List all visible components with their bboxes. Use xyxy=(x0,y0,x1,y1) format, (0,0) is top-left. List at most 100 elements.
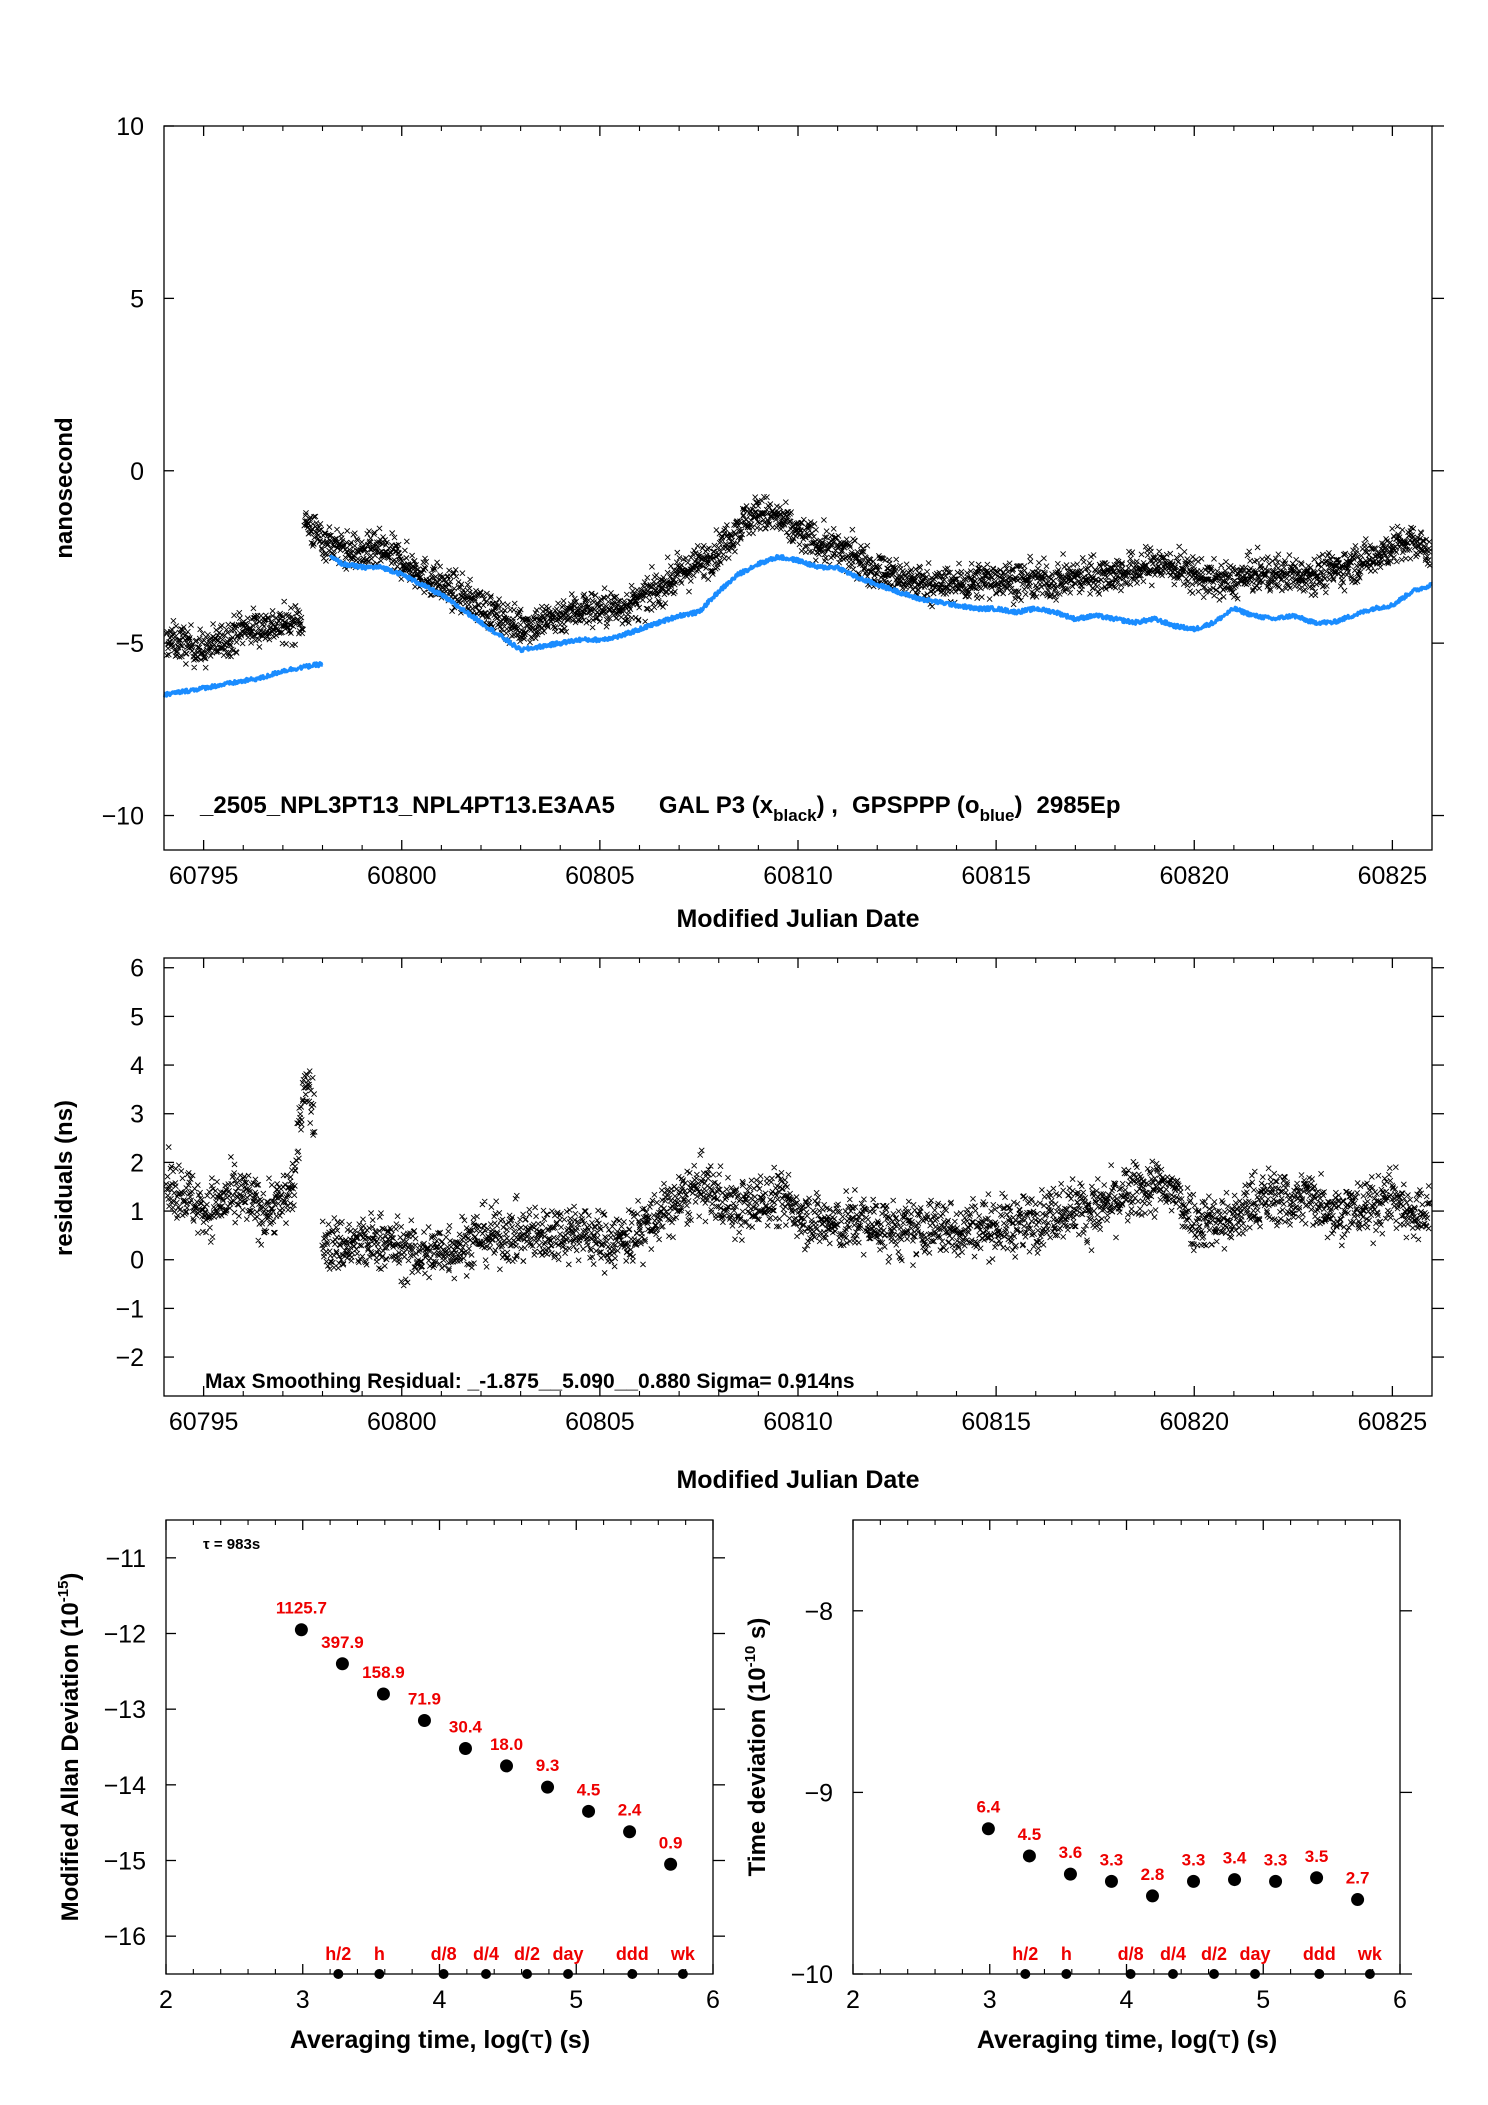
residuals-y-tick-label: 1 xyxy=(130,1198,144,1226)
time-deviation-point xyxy=(1228,1873,1242,1887)
time-deviation-interval-label: d/8 xyxy=(1118,1944,1144,1964)
residuals-y-tick-label: 5 xyxy=(130,1003,144,1031)
allan-deviation-x-tick-label: 2 xyxy=(159,1986,173,2014)
time-deviation-point xyxy=(981,1822,995,1836)
time-comparison-y-tick-label: 5 xyxy=(130,285,144,313)
residuals-y-tick-label: 3 xyxy=(130,1101,144,1129)
time-deviation-point xyxy=(1187,1874,1201,1888)
legend-gps-prefix: GPSPPP (o xyxy=(852,792,980,819)
time-comparison-x-tick-label: 60805 xyxy=(565,862,635,890)
allan-deviation-interval-marker xyxy=(438,1969,449,1979)
allan-deviation-interval-label: ddd xyxy=(616,1944,649,1964)
allan-deviation-y-tick-label: −13 xyxy=(104,1696,146,1724)
time-comparison-x-axis-label: Modified Julian Date xyxy=(676,905,919,933)
residuals-series xyxy=(163,1068,1433,1289)
allan-deviation-point-label: 0.9 xyxy=(659,1833,683,1852)
legend-gps-suffix: ) xyxy=(1015,792,1023,819)
allan-deviation-point xyxy=(541,1780,555,1794)
allan-deviation-point-label: 71.9 xyxy=(408,1690,441,1709)
time-deviation-interval-label: day xyxy=(1240,1944,1271,1964)
time-deviation-interval-marker xyxy=(1061,1969,1072,1979)
allan-deviation-point xyxy=(582,1804,596,1818)
allan-deviation-y-axis-label: Modified Allan Deviation (10-15) xyxy=(55,1573,84,1922)
allan-deviation-point-label: 18.0 xyxy=(490,1735,523,1754)
allan-deviation-point-label: 9.3 xyxy=(536,1756,560,1775)
residuals-x-tick-label: 60805 xyxy=(565,1408,635,1436)
tdev-x-label-prefix: Averaging time, log( xyxy=(977,2026,1217,2054)
time-deviation-point-label: 4.5 xyxy=(1018,1825,1042,1844)
time-comparison-y-tick-label: −5 xyxy=(115,630,144,658)
time-deviation-interval-marker xyxy=(1167,1969,1178,1979)
time-comparison-x-tick-label: 60795 xyxy=(169,862,239,890)
time-deviation-interval-label: h/2 xyxy=(1012,1944,1038,1964)
time-deviation-panel: 2 3 4 5 6 −8 −9 −10 6.4 4.5 3.6 3.3 2.8 3.3 3.4 3.3 3.5… xyxy=(742,1519,1412,2054)
allan-deviation-points: 1125.7 397.9 158.971.9 30.4 18.0 9.3 4.5 2.4 0.9… xyxy=(276,1599,696,1979)
time-deviation-interval-marker xyxy=(1364,1969,1375,1979)
allan-y-label-base: Modified Allan Deviation (10 xyxy=(57,1602,84,1921)
gal-p3-scatter-segment-1 xyxy=(163,598,306,671)
residuals-y-tick-label: −1 xyxy=(115,1295,144,1323)
time-deviation-interval-marker xyxy=(1125,1969,1136,1979)
allan-deviation-interval-marker xyxy=(333,1969,344,1979)
time-deviation-y-tick-label: −9 xyxy=(804,1779,833,1807)
allan-deviation-point-label: 4.5 xyxy=(577,1780,601,1799)
time-comparison-x-tick-label: 60810 xyxy=(763,862,833,890)
allan-deviation-axes: 2 3 4 5 6 −11 −12 −13 −14 −15 −16 xyxy=(104,1520,725,2014)
residuals-x-tick-label: 60825 xyxy=(1358,1408,1428,1436)
residuals-x-axis-label: Modified Julian Date xyxy=(676,1466,919,1494)
time-deviation-y-tick-label: −10 xyxy=(791,1961,833,1989)
allan-deviation-point xyxy=(623,1825,637,1839)
time-deviation-point xyxy=(1310,1871,1324,1885)
allan-deviation-y-tick-label: −14 xyxy=(104,1772,147,1800)
residuals-panel: 60795 60800 60805 60810 60815 60820 60825 6 5 4 3 2… xyxy=(51,955,1444,1494)
time-deviation-point-label: 3.3 xyxy=(1100,1850,1124,1869)
tdev-y-label-exponent: -10 xyxy=(742,1646,759,1668)
time-deviation-interval-label: ddd xyxy=(1303,1944,1336,1964)
residuals-y-tick-label: −2 xyxy=(115,1344,144,1372)
allan-deviation-interval-label: h/2 xyxy=(325,1944,351,1964)
time-comparison-y-tick-label: 0 xyxy=(130,458,144,486)
allan-deviation-point xyxy=(417,1714,431,1728)
residuals-y-tick-label: 4 xyxy=(130,1052,144,1080)
allan-deviation-interval-marker xyxy=(374,1969,385,1979)
tdev-x-label-suffix: ) (s) xyxy=(1231,2026,1277,2054)
legend-epoch-count: 2985Ep xyxy=(1037,792,1121,819)
residuals-y-tick-label: 6 xyxy=(130,955,144,983)
series-legend-annotation: _2505_NPL3PT13_NPL4PT13.E3AA5 GAL P3 (xbl… xyxy=(199,792,1121,825)
gpsppp-line-segment-1 xyxy=(162,661,324,698)
gal-p3-scatter-segment-2 xyxy=(301,493,1433,647)
time-comparison-y-tick-label: 10 xyxy=(116,113,144,141)
allan-deviation-interval-marker xyxy=(677,1969,688,1979)
allan-x-label-tau: τ xyxy=(529,2025,544,2054)
allan-deviation-point-label: 397.9 xyxy=(321,1633,364,1652)
residuals-x-tick-label: 60820 xyxy=(1159,1408,1229,1436)
time-deviation-interval-marker xyxy=(1020,1969,1031,1979)
time-comparison-x-tick-label: 60800 xyxy=(367,862,437,890)
allan-deviation-x-tick-label: 5 xyxy=(569,1986,583,2014)
gpsppp-line-segment-2 xyxy=(329,554,1433,654)
allan-deviation-point-label: 1125.7 xyxy=(276,1599,327,1618)
time-deviation-point xyxy=(1269,1874,1283,1888)
residuals-x-tick-label: 60800 xyxy=(367,1408,437,1436)
allan-deviation-interval-marker xyxy=(522,1969,533,1979)
allan-deviation-point xyxy=(335,1657,349,1671)
time-deviation-point xyxy=(1351,1893,1365,1907)
residuals-y-tick-label: 2 xyxy=(130,1149,144,1177)
allan-deviation-x-tick-label: 3 xyxy=(296,1986,310,2014)
time-deviation-interval-marker xyxy=(1314,1969,1325,1979)
time-deviation-interval-label: d/4 xyxy=(1160,1944,1186,1964)
allan-deviation-x-axis-label: Averaging time, log(τ) (s) xyxy=(290,2025,590,2054)
time-deviation-point xyxy=(1145,1889,1159,1903)
time-deviation-point xyxy=(1063,1867,1077,1881)
time-comparison-axes: 60795 60800 60805 60810 60815 60820 60825 10 5 0 −… xyxy=(102,113,1444,890)
time-deviation-point-label: 3.5 xyxy=(1305,1847,1329,1866)
allan-deviation-x-tick-label: 4 xyxy=(433,1986,447,2014)
time-deviation-x-tick-label: 5 xyxy=(1256,1986,1270,2014)
legend-file-name: _2505_NPL3PT13_NPL4PT13.E3AA5 xyxy=(199,792,615,819)
allan-deviation-point xyxy=(458,1742,472,1756)
residuals-scatter-segment-1 xyxy=(163,1068,318,1248)
allan-deviation-y-tick-label: −16 xyxy=(104,1923,146,1951)
time-deviation-point-label: 3.3 xyxy=(1264,1850,1288,1869)
time-deviation-interval-label: wk xyxy=(1357,1944,1383,1964)
allan-y-label-exponent: -15 xyxy=(55,1581,72,1603)
